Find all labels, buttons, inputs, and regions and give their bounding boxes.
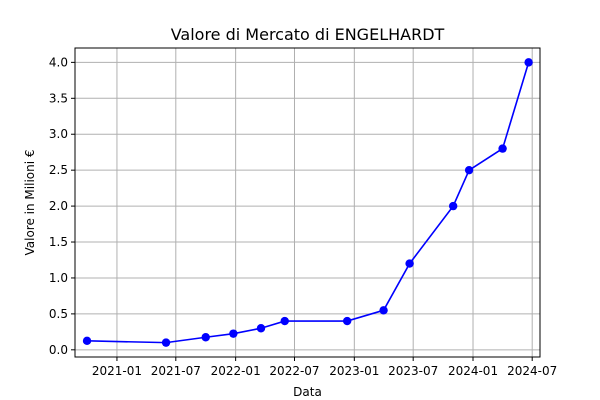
data-point — [448, 201, 458, 211]
x-axis-label: Data — [293, 385, 322, 399]
data-point — [229, 329, 238, 338]
data-point — [280, 316, 289, 326]
y-axis-label: Valore in Milioni € — [23, 149, 37, 255]
y-tick-label: 4.0 — [49, 55, 68, 69]
ticks: 2021-01 2021-07 2022-01 2022-07 2023-01 2023-… — [49, 55, 557, 378]
data-point — [342, 316, 352, 326]
x-tick-label: 2024-01 — [448, 364, 498, 378]
data-point — [498, 144, 507, 153]
x-tick-label: 2022-01 — [211, 364, 261, 378]
y-tick-label: 3.5 — [49, 91, 68, 105]
data-point — [464, 165, 474, 175]
data-point — [201, 333, 210, 342]
plot-area — [82, 58, 533, 347]
x-tick-label: 2024-07 — [507, 364, 557, 378]
data-point — [405, 259, 414, 268]
x-tick-label: 2021-01 — [92, 364, 142, 378]
chart-title: Valore di Mercato di ENGELHARDT — [171, 25, 445, 44]
y-tick-label: 0.5 — [49, 307, 68, 321]
x-tick-label: 2023-07 — [388, 364, 438, 378]
x-tick-label: 2021-07 — [151, 364, 201, 378]
y-tick-label: 2.5 — [49, 163, 68, 177]
data-point — [524, 58, 533, 67]
x-tick-label: 2023-01 — [329, 364, 379, 378]
grid — [75, 48, 540, 357]
axes-frame — [74, 47, 541, 358]
data-point — [256, 324, 266, 333]
y-tick-label: 1.5 — [49, 235, 68, 249]
data-point — [82, 336, 92, 346]
y-tick-label: 1.0 — [49, 271, 68, 285]
y-tick-label: 0.0 — [49, 343, 68, 357]
data-point — [161, 338, 171, 347]
y-tick-label: 2.0 — [49, 199, 68, 213]
y-tick-label: 3.0 — [49, 127, 68, 141]
x-tick-label: 2022-07 — [269, 364, 319, 378]
data-point — [379, 306, 388, 315]
